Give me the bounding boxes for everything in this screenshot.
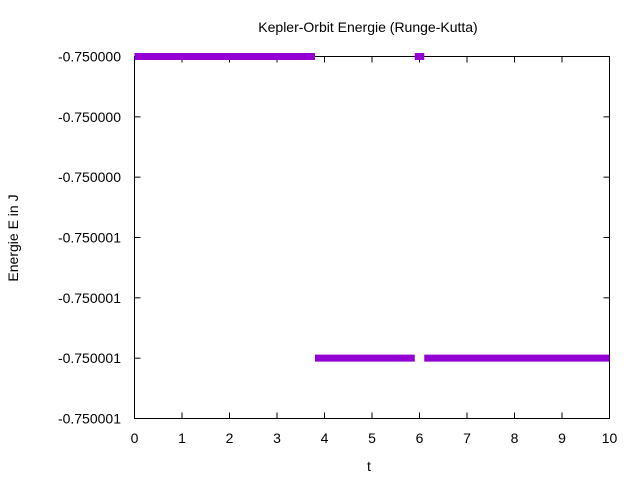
y-tick-label: -0.750000: [58, 169, 121, 185]
x-tick-label: 4: [321, 430, 329, 446]
x-tick-label: 7: [463, 430, 471, 446]
y-tick-label: -0.750001: [58, 290, 121, 306]
y-axis-ticks: [134, 56, 610, 419]
x-axis-ticks: [134, 56, 610, 419]
x-tick-label: 8: [511, 430, 519, 446]
x-tick-label: 3: [273, 430, 281, 446]
x-tick-label: 1: [178, 430, 186, 446]
x-tick-label: 10: [602, 430, 618, 446]
energy-series: [134, 53, 610, 362]
y-axis-tick-labels: -0.750000 -0.750000 -0.750000 -0.750001 -0.7…: [58, 49, 121, 427]
chart-title: Kepler-Orbit Energie (Runge-Kutta): [258, 19, 477, 35]
x-tick-label: 6: [416, 430, 424, 446]
y-tick-label: -0.750001: [58, 411, 121, 427]
x-axis-tick-labels: 0 1 2 3 4 5 6 7 8 9 10: [131, 430, 618, 446]
y-tick-label: -0.750000: [58, 49, 121, 65]
y-tick-label: -0.750001: [58, 350, 121, 366]
x-tick-label: 0: [131, 430, 139, 446]
x-tick-label: 2: [226, 430, 234, 446]
plot-frame: [134, 56, 610, 419]
x-tick-label: 9: [558, 430, 566, 446]
x-tick-label: 5: [368, 430, 376, 446]
y-tick-label: -0.750000: [58, 109, 121, 125]
x-axis-label: t: [367, 458, 371, 474]
y-axis-label: Energie E in J: [5, 194, 21, 281]
y-tick-label: -0.750001: [58, 230, 121, 246]
